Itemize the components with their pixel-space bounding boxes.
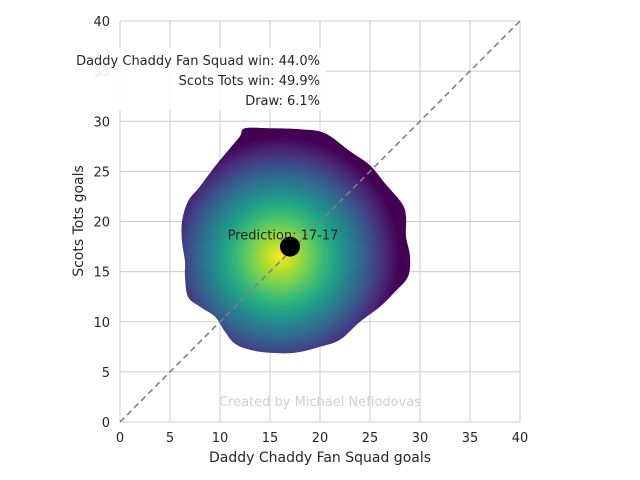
y-tick-label: 10 [93, 316, 110, 331]
annotation-team2-win: Scots Tots win: 49.9% [179, 74, 320, 89]
y-tick-label: 25 [93, 165, 110, 180]
prediction-label: Prediction: 17-17 [228, 229, 339, 244]
y-tick-label: 15 [93, 266, 110, 281]
x-tick-label: 25 [362, 431, 379, 446]
x-tick-label: 5 [166, 431, 174, 446]
credit-watermark: Created by Michael Nefiodovas [219, 395, 421, 410]
x-tick-label: 30 [412, 431, 429, 446]
y-tick-label: 40 [93, 15, 110, 30]
x-tick-label: 10 [212, 431, 229, 446]
x-tick-labels: 0 5 10 15 20 25 30 35 40 [116, 431, 528, 446]
x-tick-label: 20 [312, 431, 329, 446]
y-tick-label: 0 [102, 416, 110, 431]
annotation-draw: Draw: 6.1% [245, 94, 320, 109]
x-axis-label: Daddy Chaddy Fan Squad goals [209, 450, 431, 466]
x-tick-label: 40 [512, 431, 529, 446]
y-tick-label: 30 [93, 115, 110, 130]
y-axis-label: Scots Tots goals [71, 165, 87, 277]
x-tick-label: 15 [262, 431, 279, 446]
annotation-box [54, 48, 326, 110]
diagonal-line [119, 20, 521, 423]
annotation-team1-win: Daddy Chaddy Fan Squad win: 44.0% [76, 54, 320, 69]
x-tick-label: 35 [462, 431, 479, 446]
y-tick-label: 5 [102, 366, 110, 381]
prediction-point [280, 236, 300, 257]
y-tick-label: 20 [93, 216, 110, 231]
x-tick-label: 0 [116, 431, 124, 446]
